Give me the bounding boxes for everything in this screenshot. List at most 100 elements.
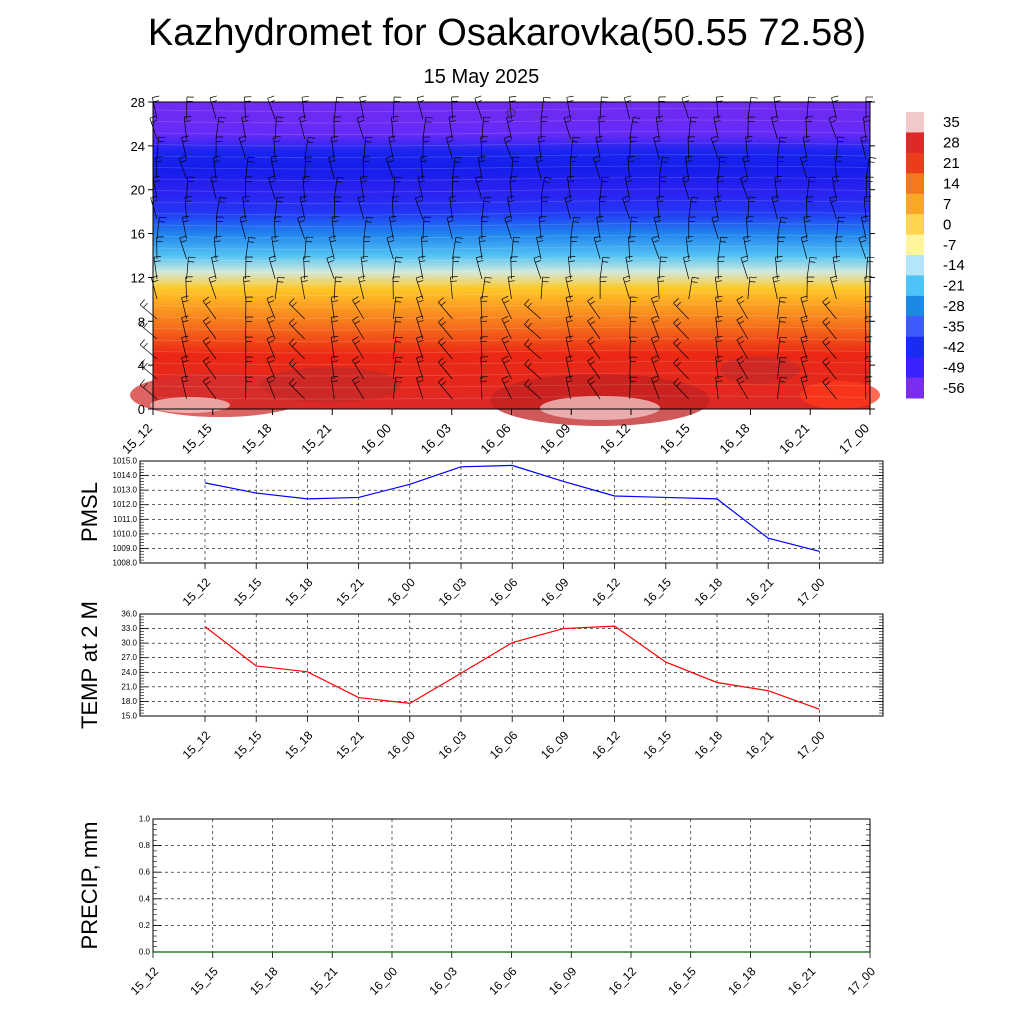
wind-barb-flag [503,360,510,364]
wind-barb-flag [652,340,659,343]
wind-barb [451,96,459,120]
wind-barb [683,255,691,280]
wind-barb-flag [440,361,446,366]
wind-barb-flag [653,240,659,243]
wind-barb [657,276,665,300]
wind-barb-staff [865,257,868,280]
wind-barb-flag [395,296,403,299]
wind-barb-flag [780,356,788,359]
wind-barb-flag [509,96,517,98]
wind-barb-staff [536,237,542,260]
wind-barb-flag [736,356,744,361]
wind-barb-flag [720,241,727,243]
wind-barb-flag [503,320,510,324]
wind-barb [860,135,868,160]
wind-barb-flag [247,156,255,159]
wind-barb-staff [740,257,749,280]
y-tick-label: 24.0 [121,668,137,677]
y-tick-label: 1014.0 [113,471,138,480]
wind-barb-staff [714,277,719,300]
wind-barb-flag [417,280,424,283]
wind-barb-staff [864,357,867,380]
wind-barb-flag [418,255,426,258]
wind-barb [538,135,546,160]
wind-barb-staff [274,217,276,240]
wind-barb-staff [330,137,335,160]
y-tick-label: 15.0 [121,712,137,721]
wind-barb-staff [422,117,427,140]
wind-barb-flag [218,201,225,203]
wind-barb-staff [392,97,395,120]
wind-barb [266,375,276,400]
wind-barb-flag [602,256,610,259]
wind-barb-staff [477,157,483,180]
wind-barb-flag [209,95,217,99]
wind-barb-staff [831,97,837,120]
wind-barb-staff [683,257,690,280]
wind-barb [599,276,608,299]
pmsl-panel: 1008.0 1009.0 1010.0 1011.0 1012.0 1013.0 1014… [77,457,884,609]
wind-barb-flag [455,156,463,159]
wind-barb [328,235,337,260]
wind-barb-flag [202,316,210,322]
wind-barb [736,356,749,380]
wind-barb-flag [205,380,211,386]
wind-barb-flag [566,320,573,323]
wind-barb-staff [629,137,631,160]
wind-barb-staff [215,197,220,220]
wind-barb [567,256,576,280]
wind-barb-flag [594,160,601,163]
wind-barb-flag [240,140,247,143]
wind-barb-flag [544,176,552,179]
wind-barb [356,115,365,140]
wind-barb-flag [308,136,316,139]
wind-barb-flag [184,120,191,122]
wind-barb-staff [533,258,542,280]
wind-barb [565,315,573,340]
wind-barb-flag [139,319,145,326]
wind-barb-staff [152,177,158,200]
wind-barb-flag [455,236,463,239]
x-tick-label: 15_15 [187,964,221,998]
wind-barb-staff [388,137,394,160]
wind-barb-staff [241,117,246,140]
wind-barb [745,136,753,160]
isotherm-line [152,303,871,308]
wind-barb [595,135,603,160]
wind-barb-staff [717,157,721,180]
wind-barb-flag [626,260,633,263]
wind-barb-staff [538,137,542,160]
wind-barb-staff [181,317,187,340]
wind-barb-staff [628,237,631,260]
wind-barb-staff [864,317,867,340]
wind-barb-flag [267,95,275,99]
wind-barb-flag [211,255,219,258]
wind-barb [181,315,189,340]
wind-barb [213,155,221,180]
calm-wind-marker [506,108,516,118]
wind-barb [392,376,403,400]
wind-barb [658,256,668,280]
wind-barb-staff [202,300,217,320]
wind-barb-flag [825,381,831,386]
wind-barb-staff [565,337,571,360]
y-tick-label: 1015.0 [113,457,138,466]
wind-barb-flag [508,280,515,282]
wind-barb-flag [589,380,596,385]
wind-barb-flag [277,276,285,279]
wind-barb-flag [539,216,547,218]
wind-barb [806,276,815,300]
wind-barb-flag [181,335,189,338]
wind-barb-flag [330,240,337,243]
wind-barb-flag [440,321,446,326]
wind-barb-flag [243,280,250,282]
wind-barb-flag [624,95,632,98]
wind-barb-staff [357,197,365,220]
isotherm-line [152,246,871,250]
wind-barb-flag [743,160,750,163]
x-tick-label: 16_09 [538,728,572,762]
wind-barb-flag [181,135,189,138]
wind-barb-staff [438,341,453,360]
wind-barb-flag [774,100,781,102]
wind-barb-flag [288,358,295,364]
